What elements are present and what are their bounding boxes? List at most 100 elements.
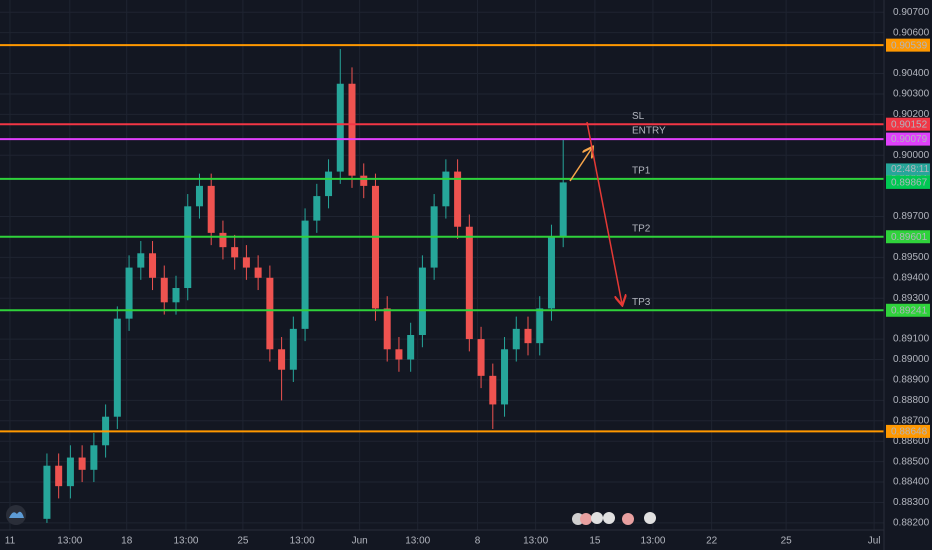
candle-body: [160, 277, 168, 303]
y-tick-label: 0.88700: [893, 415, 930, 426]
y-tick-label: 0.89700: [893, 211, 930, 222]
candle-body: [336, 83, 344, 172]
level-annotation: TP2: [632, 223, 651, 234]
x-tick-label: Jun: [352, 536, 368, 547]
level-badge: [886, 132, 930, 146]
candle-body: [559, 182, 567, 237]
level-badge: [886, 117, 930, 131]
x-tick-label: 13:00: [57, 536, 82, 547]
candle-body: [395, 349, 403, 360]
logo: [6, 505, 26, 525]
arrow-down: [586, 121, 622, 304]
y-tick-label: 0.88900: [893, 375, 930, 386]
candle-body: [477, 339, 485, 376]
candle-body: [325, 171, 333, 197]
y-tick-label: 0.90300: [893, 89, 930, 100]
candle-body: [454, 171, 462, 227]
candle-body: [360, 175, 368, 186]
y-tick-label: 0.88800: [893, 395, 930, 406]
x-tick-label: Jul: [868, 536, 881, 547]
level-annotation: TP3: [632, 297, 651, 308]
candle-body: [547, 236, 555, 309]
candle-body: [90, 445, 98, 470]
candle-body: [172, 288, 180, 303]
x-tick-label: 11: [5, 536, 16, 547]
candle-body: [418, 267, 426, 335]
candle-body: [536, 308, 544, 344]
x-tick-label: 13:00: [173, 536, 198, 547]
y-tick-label: 0.88200: [893, 518, 930, 529]
candle-body: [149, 253, 157, 278]
y-tick-label: 0.88400: [893, 477, 930, 488]
level-annotation: SL: [632, 111, 645, 122]
y-tick-label: 0.89300: [893, 293, 930, 304]
level-badge-label: 0.88648: [891, 427, 928, 438]
x-tick-label: 13:00: [523, 536, 548, 547]
level-badge: [886, 38, 930, 52]
candle-body: [43, 465, 51, 519]
level-annotation: ENTRY: [632, 126, 666, 137]
level-badge-label: 0.90539: [891, 40, 928, 51]
event-icons: [572, 512, 656, 525]
candle-body: [254, 267, 262, 278]
level-badge: [886, 230, 930, 244]
y-tick-label: 0.89500: [893, 252, 930, 263]
candle-body: [242, 257, 250, 268]
y-tick-label: 0.88600: [893, 436, 930, 447]
x-tick-label: 13:00: [290, 536, 315, 547]
level-annotation: TP1: [632, 166, 651, 177]
price-badge: [886, 175, 930, 189]
candle-body: [78, 457, 86, 470]
x-tick-label: 18: [121, 536, 133, 547]
y-tick-label: 0.89100: [893, 334, 930, 345]
y-tick-label: 0.89000: [893, 354, 930, 365]
level-badge-label: 0.89601: [891, 232, 928, 243]
last-price: 0.89867: [891, 178, 928, 189]
y-tick-label: 0.88500: [893, 456, 930, 467]
level-badge: [886, 303, 930, 317]
candle-body: [501, 349, 509, 405]
candle-body: [125, 267, 133, 319]
level-badge: [886, 424, 930, 438]
y-tick-label: 0.90000: [893, 150, 930, 161]
candle-body: [113, 318, 121, 417]
level-badge-label: 0.89241: [891, 305, 928, 316]
candle-body: [266, 277, 274, 350]
x-tick-label: 13:00: [640, 536, 665, 547]
candle-body: [137, 253, 145, 268]
candle-body: [219, 232, 227, 248]
y-tick-label: 0.90400: [893, 68, 930, 79]
candle-body: [278, 349, 286, 370]
candle-body: [524, 328, 532, 344]
countdown-badge: [886, 163, 930, 176]
x-tick-label: 13:00: [405, 536, 430, 547]
x-tick-label: 15: [589, 536, 601, 547]
y-tick-label: 0.90700: [893, 7, 930, 18]
candle-body: [512, 328, 520, 350]
level-badge-label: 0.90079: [891, 134, 928, 145]
x-tick-label: 8: [475, 536, 481, 547]
candle-body: [55, 465, 63, 487]
candle-body: [442, 171, 450, 207]
x-tick-label: 22: [706, 536, 718, 547]
candle-body: [383, 308, 391, 350]
arrow-up: [569, 148, 592, 182]
candle-body: [195, 185, 203, 207]
candle-body: [313, 196, 321, 221]
candle-body: [289, 328, 297, 370]
y-tick-label: 0.89400: [893, 272, 930, 283]
y-tick-label: 0.90600: [893, 27, 930, 38]
candle-body: [207, 185, 215, 233]
level-badge-label: 0.90152: [891, 119, 928, 130]
candle-body: [348, 83, 356, 176]
candle-body: [371, 185, 379, 309]
y-tick-label: 0.90200: [893, 109, 930, 120]
x-tick-label: 25: [237, 536, 249, 547]
candle-body: [231, 247, 239, 258]
countdown: 02:48:11: [891, 164, 930, 175]
x-tick-label: 25: [781, 536, 793, 547]
y-tick-label: 0.88300: [893, 497, 930, 508]
candle-body: [66, 457, 74, 487]
candle-body: [184, 206, 192, 289]
